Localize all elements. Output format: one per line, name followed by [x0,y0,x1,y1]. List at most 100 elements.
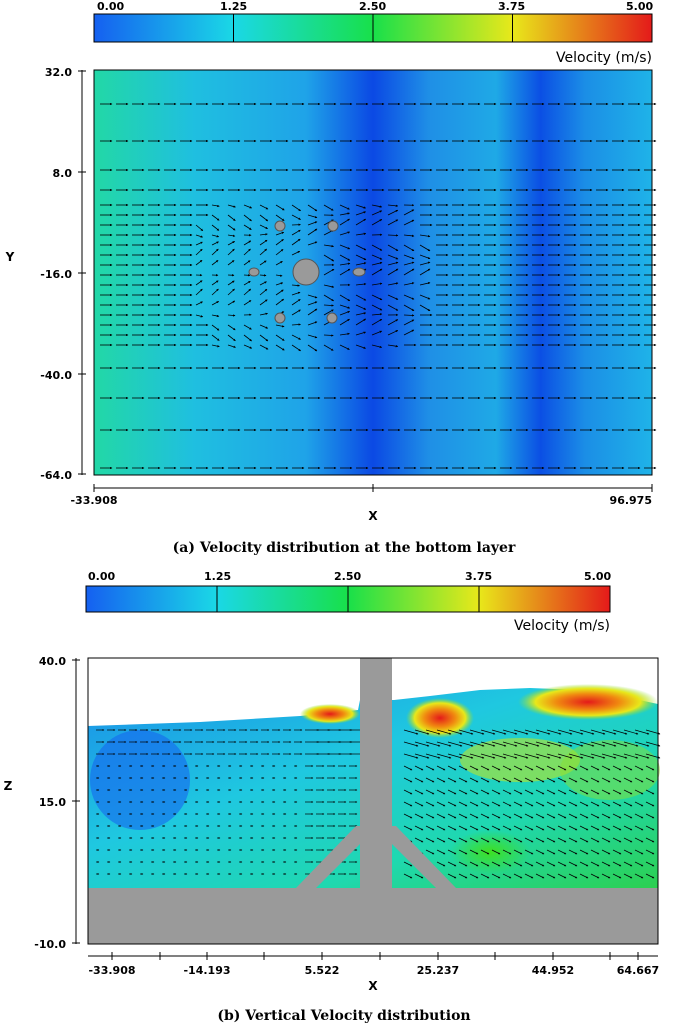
vector-arrow [387,268,399,276]
vector-arrow [355,204,366,209]
vector-arrow [579,777,589,783]
platform-structure-b [296,658,456,888]
vector-arrow [195,314,204,318]
vector-arrow [243,214,252,222]
vector-arrow [371,344,383,349]
colorbar-a-tick-2: 2.50 [359,0,386,13]
vector-arrow [291,238,301,246]
vector-arrow [259,214,269,222]
vector-arrow [524,789,534,795]
vector-arrow [480,837,490,843]
vector-arrow [291,204,301,212]
vector-arrow [557,777,567,783]
vector-arrow [403,873,413,879]
vector-arrow [425,825,435,831]
vector-arrow [211,314,220,318]
vector-arrow [524,825,534,831]
vector-arrow [458,837,468,843]
vector-arrow [469,801,479,807]
vector-arrow [612,861,622,867]
vector-arrow [355,294,367,301]
ytick-a-2: -16.0 [40,268,72,281]
vector-arrow [275,274,283,277]
vector-arrow [513,777,523,783]
vector-arrow [447,789,457,795]
vector-arrow [275,261,283,266]
vector-arrow [227,314,236,317]
vector-arrow [323,204,334,211]
vector-arrow [211,204,220,208]
vector-arrow [513,753,529,759]
vector-arrow [259,204,269,210]
vector-arrow [458,849,468,855]
vector-arrow [579,729,595,735]
vector-arrow [243,240,252,246]
vector-arrow [546,813,556,819]
vector-arrow [387,244,399,252]
vector-arrow [436,813,446,819]
vector-arrow [513,861,523,867]
colorbar-b-tick-1: 1.25 [204,570,231,583]
vector-arrow [227,344,236,348]
vector-arrow [524,813,534,819]
vector-arrow [645,825,655,831]
vector-arrow [502,777,512,783]
vector-arrow [371,318,383,326]
vector-arrow [601,789,611,795]
vector-arrow [243,324,252,330]
ytick-a-1: 8.0 [53,167,73,180]
vector-arrow [403,741,419,747]
vector-arrow [623,753,639,759]
vector-arrow [243,300,252,306]
vector-arrow [491,777,501,783]
vector-arrow [480,825,490,831]
vector-arrow [436,837,446,843]
vector-arrow [557,849,567,855]
vector-arrow [259,233,268,236]
vector-arrow [419,268,431,276]
vector-arrow [469,741,485,747]
vector-arrow [579,765,589,771]
vector-arrow [557,753,573,759]
vector-arrow [403,329,415,336]
vector-arrow [371,244,383,251]
vector-arrow [436,825,446,831]
ytick-a-3: -40.0 [40,369,72,382]
vector-arrow [491,765,501,771]
vector-arrow [546,873,556,879]
vector-arrow [195,224,204,231]
vector-arrow [612,813,622,819]
vector-arrow [535,813,545,819]
vector-arrow [243,260,251,266]
vector-arrow [403,753,419,759]
vector-arrow [307,241,318,246]
vector-arrow [371,304,383,311]
vector-arrow [480,729,496,735]
vector-arrow [387,219,399,226]
vector-arrow [339,218,350,226]
vector-arrow [491,861,501,867]
vector-arrow [524,861,534,867]
vector-arrow [291,344,301,352]
vector-arrow [480,753,496,759]
vector-arrow [436,765,446,771]
vector-arrow [425,813,435,819]
vector-arrow [590,849,600,855]
vector-arrow [502,753,518,759]
vector-arrow [387,294,399,300]
vector-arrow [568,801,578,807]
vector-arrow [414,765,424,771]
vector-arrow [645,873,655,879]
vector-arrow [436,729,452,735]
vector-arrow [601,825,611,831]
vector-arrow [259,248,268,256]
vector-arrow [623,789,633,795]
vector-arrow [546,837,556,843]
vector-arrow [371,204,383,208]
vector-arrow [436,753,452,759]
xtick-b-4: 44.952 [532,964,574,977]
vector-arrow [568,753,584,759]
vector-arrow [259,274,267,277]
vector-arrow [339,212,350,216]
vector-arrow [612,753,628,759]
